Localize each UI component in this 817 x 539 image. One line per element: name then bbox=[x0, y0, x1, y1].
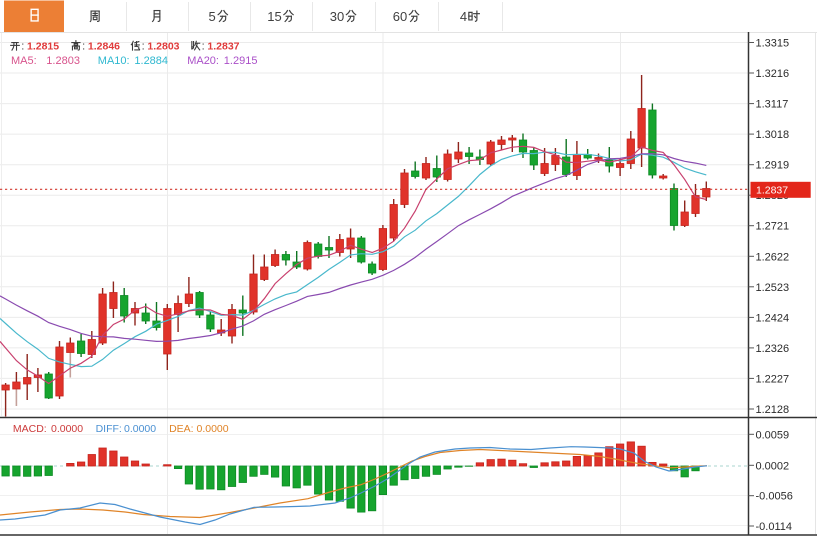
svg-text:MA20:: MA20: bbox=[187, 55, 219, 67]
svg-text:1.2884: 1.2884 bbox=[134, 55, 168, 67]
svg-text::: : bbox=[202, 41, 205, 53]
svg-text:MA10:: MA10: bbox=[98, 55, 130, 67]
svg-text:5: 5 bbox=[209, 9, 216, 24]
svg-text:1.3117: 1.3117 bbox=[756, 99, 789, 111]
svg-text:0.0000: 0.0000 bbox=[197, 423, 229, 435]
svg-text:1.2227: 1.2227 bbox=[756, 373, 790, 385]
svg-text:DEA:: DEA: bbox=[169, 423, 194, 435]
svg-text::: : bbox=[82, 41, 85, 53]
svg-text:1.2803: 1.2803 bbox=[147, 41, 179, 53]
svg-text:0.0059: 0.0059 bbox=[756, 429, 790, 441]
svg-text:1.3018: 1.3018 bbox=[756, 129, 790, 141]
svg-text:-0.0056: -0.0056 bbox=[756, 491, 793, 503]
svg-text:DIFF:: DIFF: bbox=[96, 423, 122, 435]
svg-text:1.3216: 1.3216 bbox=[756, 68, 790, 80]
svg-text:0.0000: 0.0000 bbox=[124, 423, 156, 435]
svg-text:15: 15 bbox=[267, 9, 281, 24]
svg-text:1.2837: 1.2837 bbox=[207, 41, 239, 53]
svg-text:1.2424: 1.2424 bbox=[756, 312, 790, 324]
svg-text:1.2721: 1.2721 bbox=[756, 221, 790, 233]
svg-text:4: 4 bbox=[460, 9, 467, 24]
svg-text:1.2915: 1.2915 bbox=[224, 55, 258, 67]
svg-text:1.2523: 1.2523 bbox=[756, 282, 790, 294]
svg-text:1.2919: 1.2919 bbox=[756, 160, 790, 172]
svg-text:1.2837: 1.2837 bbox=[756, 184, 788, 196]
svg-text:1.2128: 1.2128 bbox=[756, 404, 790, 416]
svg-text:MA5:: MA5: bbox=[11, 55, 37, 67]
svg-text::: : bbox=[142, 41, 145, 53]
svg-text:0.0002: 0.0002 bbox=[756, 460, 790, 472]
svg-text:0.0000: 0.0000 bbox=[51, 423, 83, 435]
svg-text:1.2846: 1.2846 bbox=[88, 41, 120, 53]
svg-text:1.3315: 1.3315 bbox=[756, 38, 790, 50]
svg-text:30: 30 bbox=[330, 9, 344, 24]
svg-text:MACD:: MACD: bbox=[13, 423, 47, 435]
svg-text::: : bbox=[21, 41, 24, 53]
svg-text:1.2622: 1.2622 bbox=[756, 251, 790, 263]
svg-text:1.2803: 1.2803 bbox=[46, 55, 80, 67]
svg-text:1.2815: 1.2815 bbox=[27, 41, 59, 53]
svg-text:1.2326: 1.2326 bbox=[756, 343, 790, 355]
svg-text:60: 60 bbox=[393, 9, 407, 24]
svg-text:-0.0114: -0.0114 bbox=[756, 521, 793, 533]
